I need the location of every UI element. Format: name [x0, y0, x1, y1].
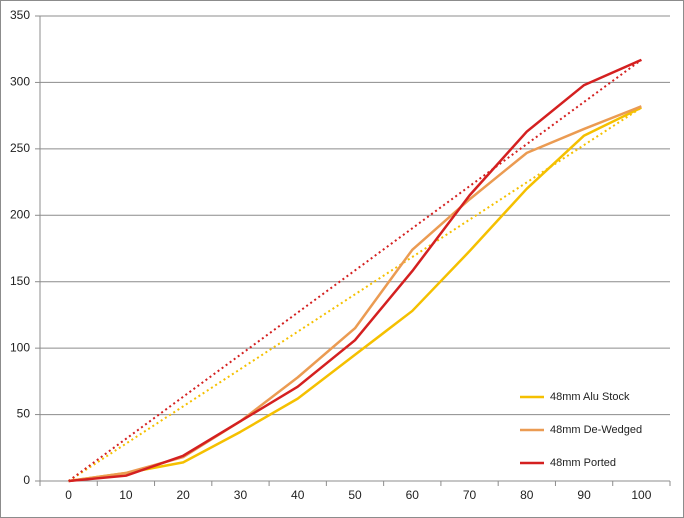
- x-tick-label: 100: [631, 488, 651, 502]
- x-tick-label: 30: [234, 488, 248, 502]
- trendline: [68, 106, 642, 482]
- y-tick-label: 300: [10, 75, 30, 89]
- x-tick-label: 20: [177, 488, 191, 502]
- x-tick-label: 60: [406, 488, 420, 502]
- x-tick-label: 80: [520, 488, 534, 502]
- line-series: [68, 58, 642, 483]
- x-tick-label: 50: [348, 488, 362, 502]
- y-tick-label: 150: [10, 274, 30, 288]
- y-tick-label: 250: [10, 141, 30, 155]
- legend-label: 48mm Ported: [550, 457, 616, 469]
- x-tick-label: 90: [577, 488, 591, 502]
- y-tick-label: 50: [17, 407, 31, 421]
- y-tick-label: 200: [10, 207, 30, 221]
- legend-label: 48mm De-Wedged: [550, 424, 642, 436]
- y-tick-label: 0: [23, 473, 30, 487]
- x-tick-label: 70: [463, 488, 477, 502]
- line-series: [68, 106, 642, 483]
- x-tick-label: 10: [119, 488, 133, 502]
- y-tick-label: 100: [10, 340, 30, 354]
- x-tick-label: 0: [65, 488, 72, 502]
- y-tick-label: 350: [10, 8, 30, 22]
- x-tick-label: 40: [291, 488, 305, 502]
- legend-label: 48mm Alu Stock: [550, 391, 630, 403]
- trendline: [68, 59, 642, 482]
